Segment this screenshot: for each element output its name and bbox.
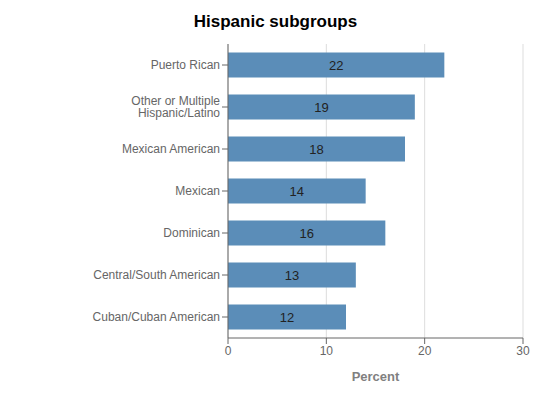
svg-text:16: 16 (299, 226, 313, 241)
svg-text:Dominican: Dominican (163, 226, 220, 240)
svg-text:19: 19 (314, 100, 328, 115)
svg-text:Percent: Percent (352, 369, 400, 384)
svg-text:Other or MultipleHispanic/Lati: Other or MultipleHispanic/Latino (131, 94, 220, 120)
svg-text:12: 12 (280, 310, 294, 325)
svg-text:Mexican: Mexican (175, 184, 220, 198)
svg-text:20: 20 (418, 344, 432, 358)
svg-text:30: 30 (516, 344, 530, 358)
svg-text:10: 10 (320, 344, 334, 358)
svg-text:13: 13 (285, 268, 299, 283)
svg-text:Cuban/Cuban American: Cuban/Cuban American (93, 310, 220, 324)
html-text:Hispanic subgroups: Hispanic subgroups (193, 12, 358, 31)
svg-text:Puerto Rican: Puerto Rican (151, 58, 220, 72)
svg-text:22: 22 (329, 58, 343, 73)
svg-text:14: 14 (290, 184, 304, 199)
svg-text:Central/South American: Central/South American (93, 268, 220, 282)
svg-text:0: 0 (225, 344, 232, 358)
svg-text:Mexican American: Mexican American (122, 142, 220, 156)
svg-text:18: 18 (309, 142, 323, 157)
